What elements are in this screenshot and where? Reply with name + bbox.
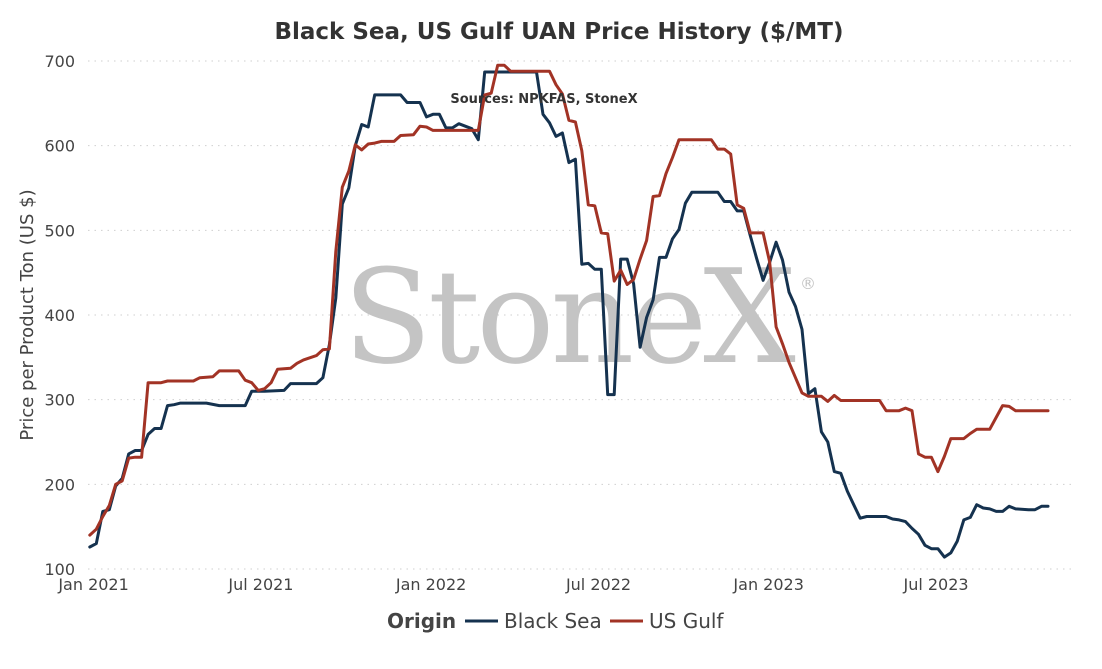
legend-label-black-sea: Black Sea [504, 609, 602, 633]
x-tick-label: Jul 2022 [565, 575, 631, 594]
stonex-watermark: StoneX ® [343, 241, 816, 393]
gridlines [88, 60, 1072, 570]
registered-mark-icon: ® [800, 274, 816, 293]
x-tick-label: Jul 2021 [227, 575, 293, 594]
y-tick-label: 700 [44, 52, 75, 71]
legend-label-us-gulf: US Gulf [649, 609, 724, 633]
legend-title: Origin [387, 609, 456, 633]
x-tick-label: Jan 2023 [732, 575, 803, 594]
chart-source-note: Sources: NPKFAS, StoneX [450, 92, 637, 107]
x-tick-label: Jan 2022 [395, 575, 466, 594]
y-axis-label: Price per Product Ton (US $) [17, 189, 38, 440]
y-axis-ticks: 100 200 300 400 500 600 700 [44, 52, 75, 579]
x-axis-ticks: Jan 2021 Jul 2021 Jan 2022 Jul 2022 Jan 2023… [57, 575, 968, 594]
y-tick-label: 300 [44, 391, 75, 410]
y-tick-label: 500 [44, 221, 75, 240]
x-tick-label: Jan 2021 [57, 575, 128, 594]
chart-title: Black Sea, US Gulf UAN Price History ($/… [274, 19, 843, 45]
y-tick-label: 400 [44, 306, 75, 325]
series-line-black-sea [88, 70, 1050, 559]
y-tick-label: 100 [44, 560, 75, 579]
y-tick-label: 600 [44, 137, 75, 156]
x-tick-label: Jul 2023 [902, 575, 968, 594]
series-lines [88, 63, 1050, 559]
y-tick-label: 200 [44, 475, 75, 494]
watermark-text: StoneX [343, 241, 795, 393]
legend: Origin Black Sea US Gulf [387, 609, 724, 633]
series-line-us-gulf [88, 63, 1050, 537]
